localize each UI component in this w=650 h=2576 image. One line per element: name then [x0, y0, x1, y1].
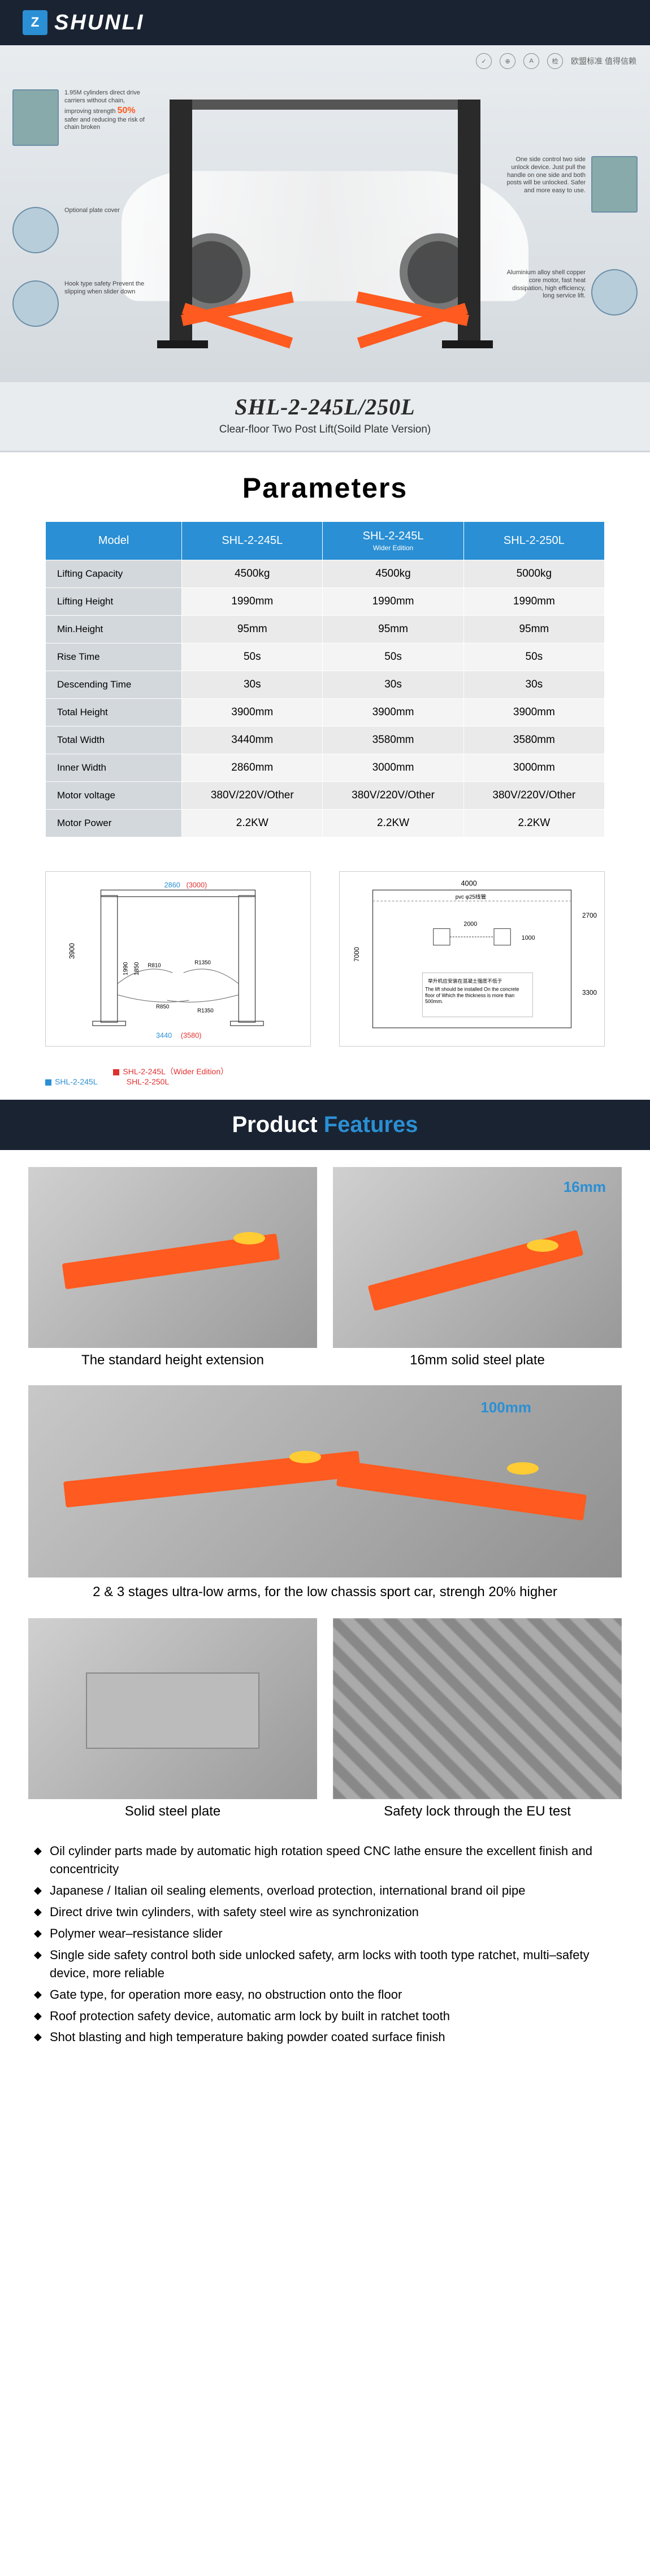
bullet-item: Direct drive twin cylinders, with safety…: [34, 1903, 616, 1921]
feature-captions-1: The standard height extension 16mm solid…: [0, 1348, 650, 1368]
callout-cylinders: 1.95M cylinders direct drive carriers wi…: [12, 89, 149, 146]
table-row: Inner Width2860mm3000mm3000mm: [46, 754, 605, 782]
hero-illustration: 1.95M cylinders direct drive carriers wi…: [0, 77, 650, 382]
cert-text: 欧盟标准 值得信赖: [571, 55, 636, 67]
svg-text:(3000): (3000): [187, 881, 207, 889]
cert-badges: ✓ ⊕ A 检 欧盟标准 值得信赖: [0, 45, 650, 77]
caption-safety-lock: Safety lock through the EU test: [333, 1804, 622, 1819]
features-title-bar: Product Features: [0, 1100, 650, 1150]
svg-text:(3580): (3580): [181, 1031, 202, 1039]
table-row: Motor Power2.2KW2.2KW2.2KW: [46, 810, 605, 837]
table-row: Rise Time50s50s50s: [46, 643, 605, 671]
callout-plate-cover: Optional plate cover: [12, 207, 120, 253]
svg-text:R1350: R1350: [197, 1008, 214, 1014]
parameters-table: Model SHL-2-245L SHL-2-245LWider Edition…: [45, 521, 605, 837]
table-row: Lifting Capacity4500kg4500kg5000kg: [46, 560, 605, 588]
parameters-section: Parameters Model SHL-2-245L SHL-2-245LWi…: [0, 452, 650, 854]
svg-text:7000: 7000: [353, 946, 361, 962]
table-header-row: Model SHL-2-245L SHL-2-245LWider Edition…: [46, 522, 605, 560]
feature-photo-safety-lock: [333, 1618, 622, 1799]
bullet-item: Roof protection safety device, automatic…: [34, 2007, 616, 2025]
cert-badge-3: A: [523, 53, 539, 69]
svg-text:R810: R810: [148, 963, 161, 969]
bullet-item: Shot blasting and high temperature bakin…: [34, 2028, 616, 2046]
hero: ✓ ⊕ A 检 欧盟标准 值得信赖 1.95M cylinders direct…: [0, 45, 650, 452]
front-view-diagram: 2860 (3000) 3440 (3580) 3900 1990 1850 R…: [45, 871, 311, 1047]
caption-solid-plate: Solid steel plate: [28, 1804, 317, 1819]
brand-logo: Z SHUNLI: [23, 10, 144, 35]
diagram-legend: SHL-2-245L SHL-2-245L（Wider Edition） SHL…: [0, 1064, 650, 1100]
svg-text:1000: 1000: [522, 935, 535, 941]
table-row: Min.Height95mm95mm95mm: [46, 616, 605, 643]
svg-text:1990: 1990: [122, 962, 129, 975]
table-row: Descending Time30s30s30s: [46, 671, 605, 699]
feature-photo-extension: [28, 1167, 317, 1348]
feature-photo-arms: 100mm: [28, 1385, 622, 1577]
dimension-diagrams: 2860 (3000) 3440 (3580) 3900 1990 1850 R…: [0, 854, 650, 1064]
feature-row-2: 100mm: [0, 1368, 650, 1577]
feature-photo-steel-plate: 16mm: [333, 1167, 622, 1348]
brand-mark-icon: Z: [23, 10, 47, 35]
brand-header: Z SHUNLI: [0, 0, 650, 45]
features-title-2: Features: [324, 1112, 418, 1137]
table-row: Total Height3900mm3900mm3900mm: [46, 699, 605, 727]
bullet-item: Gate type, for operation more easy, no o…: [34, 1986, 616, 2004]
caption-steel-plate: 16mm solid steel plate: [333, 1352, 622, 1368]
svg-text:2860: 2860: [164, 881, 180, 889]
brand-name: SHUNLI: [54, 11, 144, 35]
model-name: SHL-2-245L/250L: [0, 394, 650, 420]
feature-bullets: Oil cylinder parts made by automatic hig…: [0, 1819, 650, 2078]
parameters-title: Parameters: [45, 472, 605, 504]
bullet-item: Oil cylinder parts made by automatic hig…: [34, 1842, 616, 1878]
feature-row-1: 16mm: [0, 1150, 650, 1348]
cert-badge-1: ✓: [476, 53, 492, 69]
col-245l: SHL-2-245L: [182, 522, 323, 560]
cert-badge-2: ⊕: [500, 53, 515, 69]
col-245l-wider: SHL-2-245LWider Edition: [323, 522, 463, 560]
svg-text:3300: 3300: [582, 989, 597, 996]
table-row: Motor voltage380V/220V/Other380V/220V/Ot…: [46, 782, 605, 810]
feature-row-3: [0, 1601, 650, 1799]
feature-captions-3: Solid steel plate Safety lock through th…: [0, 1799, 650, 1819]
svg-text:2000: 2000: [463, 921, 477, 928]
cert-badge-4: 检: [547, 53, 563, 69]
svg-text:4000: 4000: [461, 879, 477, 887]
svg-text:举升机应安装在混凝土强度不低于: 举升机应安装在混凝土强度不低于: [428, 978, 502, 984]
installation-diagram: 4000 pvc φ25线管 2700 2000 1000 7000 3300 …: [339, 871, 605, 1047]
callout-motor: Aluminium alloy shell copper core motor,…: [501, 269, 638, 315]
bullet-item: Polymer wear–resistance slider: [34, 1925, 616, 1943]
svg-text:pvc φ25线管: pvc φ25线管: [456, 893, 487, 901]
bullet-item: Japanese / Italian oil sealing elements,…: [34, 1882, 616, 1900]
svg-text:3900: 3900: [68, 943, 76, 959]
bullet-item: Single side safety control both side unl…: [34, 1946, 616, 1982]
svg-text:1850: 1850: [133, 962, 140, 975]
callout-hook-safety: Hook type safety Prevent the slipping wh…: [12, 280, 149, 327]
col-250l: SHL-2-250L: [463, 522, 604, 560]
svg-text:R850: R850: [156, 1004, 170, 1010]
col-model: Model: [46, 522, 182, 560]
hero-title-block: SHL-2-245L/250L Clear-floor Two Post Lif…: [0, 382, 650, 451]
model-subtitle: Clear-floor Two Post Lift(Soild Plate Ve…: [0, 423, 650, 436]
table-row: Lifting Height1990mm1990mm1990mm: [46, 588, 605, 616]
caption-extension: The standard height extension: [28, 1352, 317, 1368]
feature-photo-solid-plate: [28, 1618, 317, 1799]
svg-text:R1350: R1350: [194, 960, 211, 966]
callout-unlock-device: One side control two side unlock device.…: [501, 156, 638, 213]
svg-text:3440: 3440: [156, 1031, 172, 1039]
svg-text:2700: 2700: [582, 912, 597, 919]
features-title-1: Product: [232, 1112, 324, 1137]
table-row: Total Width3440mm3580mm3580mm: [46, 727, 605, 754]
caption-arms: 2 & 3 stages ultra-low arms, for the low…: [0, 1577, 650, 1601]
